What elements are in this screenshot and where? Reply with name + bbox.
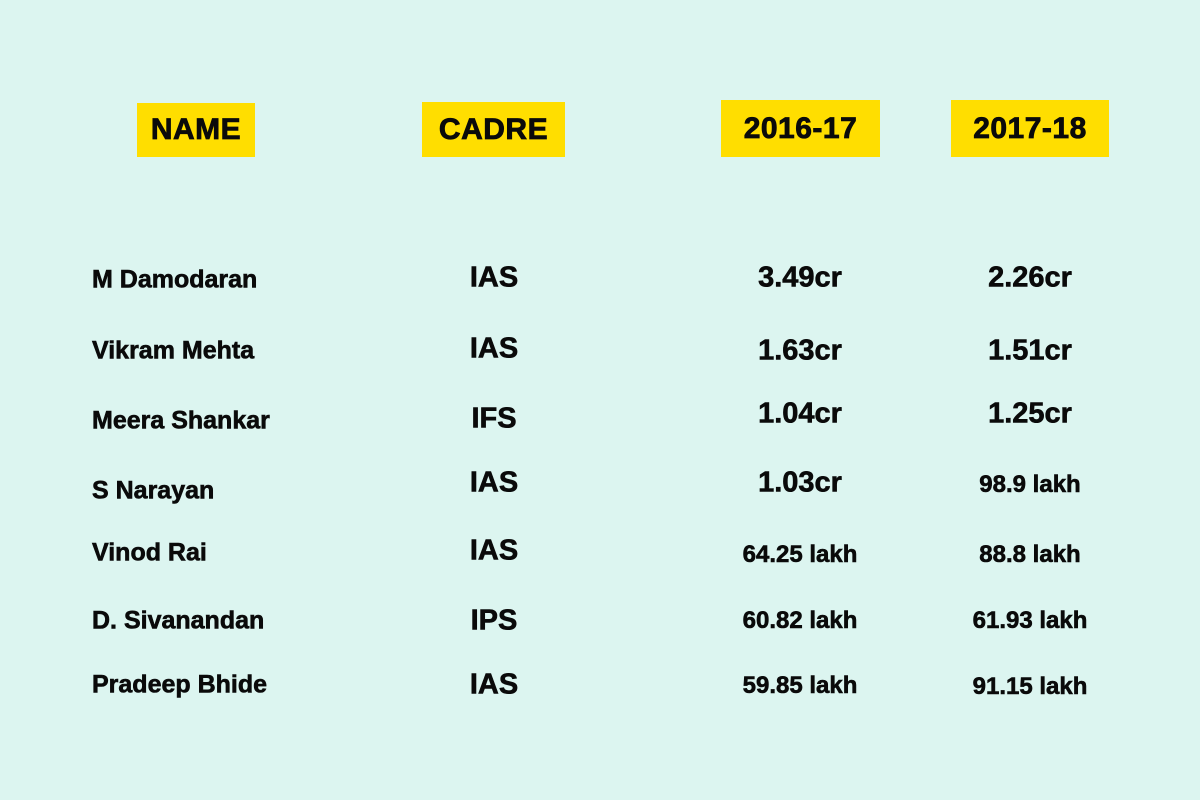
value-2017-18: 61.93 lakh bbox=[972, 607, 1088, 635]
row-name: Pradeep Bhide bbox=[92, 670, 268, 699]
value-2017-18: 2.26cr bbox=[988, 261, 1072, 294]
row-name: Meera Shankar bbox=[92, 406, 270, 435]
header-2017-18: 2017-18 bbox=[951, 100, 1109, 157]
header-2016-17: 2016-17 bbox=[721, 100, 880, 157]
value-2016-17: 59.85 lakh bbox=[742, 672, 858, 700]
value-2016-17: 1.04cr bbox=[758, 397, 842, 430]
row-cadre: IAS bbox=[469, 668, 519, 701]
row-cadre: IFS bbox=[471, 402, 517, 435]
row-cadre: IAS bbox=[469, 332, 519, 365]
row-name: Vikram Mehta bbox=[92, 336, 255, 365]
row-cadre: IAS bbox=[469, 261, 519, 294]
value-2017-18: 1.51cr bbox=[988, 334, 1072, 367]
value-2017-18: 1.25cr bbox=[988, 397, 1072, 430]
row-cadre: IAS bbox=[469, 466, 519, 499]
value-2017-18: 98.9 lakh bbox=[979, 471, 1081, 499]
value-2016-17: 60.82 lakh bbox=[742, 607, 858, 635]
value-2016-17: 3.49cr bbox=[758, 261, 842, 294]
row-name: Vinod Rai bbox=[92, 538, 207, 567]
value-2017-18: 88.8 lakh bbox=[979, 541, 1081, 569]
row-name: S Narayan bbox=[92, 476, 215, 505]
row-name: D. Sivanandan bbox=[92, 606, 265, 635]
value-2017-18: 91.15 lakh bbox=[972, 673, 1088, 701]
row-cadre: IAS bbox=[469, 534, 519, 567]
row-cadre: IPS bbox=[470, 604, 518, 637]
value-2016-17: 1.63cr bbox=[758, 334, 842, 367]
value-2016-17: 1.03cr bbox=[758, 466, 842, 499]
value-2016-17: 64.25 lakh bbox=[742, 541, 858, 569]
header-name: NAME bbox=[137, 103, 255, 157]
row-name: M Damodaran bbox=[92, 265, 258, 294]
header-cadre: CADRE bbox=[422, 102, 565, 157]
